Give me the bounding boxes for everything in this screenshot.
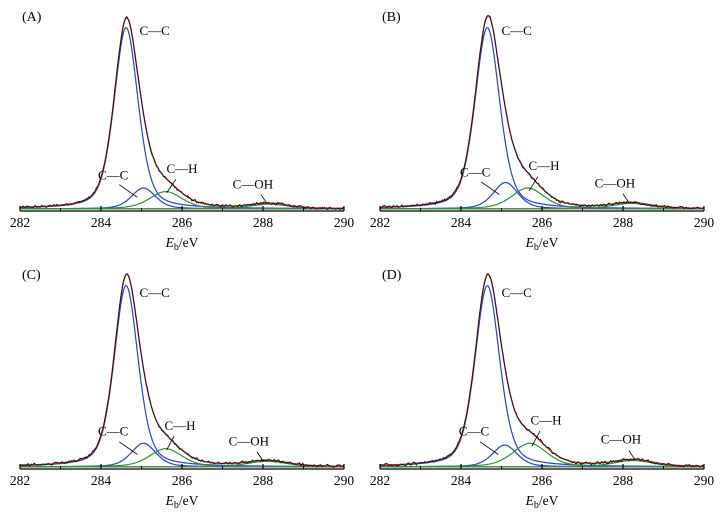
panel-label: (B)	[382, 10, 401, 25]
peak-annotation: C—C	[98, 167, 128, 182]
peak-annotation: C—OH	[601, 431, 641, 446]
annotation-pointer	[481, 181, 500, 195]
peak-annotation: C—H	[528, 158, 559, 173]
panel-b: 282 284 286 288 290 Eb/eV (B) C—C C—C C—H C—OH	[360, 0, 720, 258]
peak-annotation: C—OH	[229, 433, 269, 448]
peak-annotation: C—H	[166, 160, 197, 175]
curve-component-0	[379, 284, 704, 467]
panel-c-chart: 282 284 286 288 290 Eb/eV (C) C—C C—C C—H C—OH	[10, 268, 355, 511]
annotation-pointer	[531, 430, 541, 447]
peak-annotation: C—C	[459, 423, 489, 438]
x-tick-label: 282	[370, 473, 390, 488]
curve-component-0	[379, 26, 704, 209]
x-tick-label: 286	[532, 473, 553, 488]
annotation-pointer	[118, 440, 138, 455]
x-tick-label: 286	[532, 215, 553, 230]
annotation-pointer	[260, 193, 268, 204]
peak-annotation: C—OH	[233, 176, 273, 191]
x-tick-label: 282	[370, 215, 390, 230]
panel-d-chart: 282 284 286 288 290 Eb/eV (D) C—C C—C C—H C—OH	[370, 268, 715, 511]
x-tick-label: 288	[613, 473, 634, 488]
panel-b-chart: 282 284 286 288 290 Eb/eV (B) C—C C—C C—H C—OH	[370, 10, 715, 253]
curve-raw	[19, 272, 345, 468]
curve-envelope	[19, 16, 344, 209]
x-tick-label: 290	[694, 473, 715, 488]
x-axis-label: Eb/eV	[525, 493, 559, 511]
annotation-pointer	[166, 435, 175, 450]
x-tick-label: 286	[172, 473, 193, 488]
x-tick-label: 282	[10, 473, 30, 488]
x-tick-label: 286	[172, 215, 193, 230]
x-tick-label: 290	[694, 215, 715, 230]
x-tick-label: 288	[253, 215, 274, 230]
x-axis-label: Eb/eV	[165, 235, 199, 253]
peak-annotation: C—H	[531, 412, 562, 427]
peak-annotation: C—C	[460, 164, 490, 179]
annotation-pointer	[256, 451, 264, 461]
curve-envelope	[19, 272, 345, 467]
curve-raw	[19, 15, 345, 210]
x-tick-label: 282	[10, 215, 30, 230]
panel-label: (C)	[22, 268, 41, 283]
x-axis-label: Eb/eV	[525, 235, 559, 253]
x-tick-label: 284	[91, 473, 112, 488]
panel-label: (A)	[22, 10, 42, 25]
annotation-pointer	[479, 440, 499, 455]
panel-c: 282 284 286 288 290 Eb/eV (C) C—C C—C C—H C—OH	[0, 258, 360, 516]
annotation-pointer	[166, 178, 177, 193]
peak-annotation: C—OH	[595, 175, 635, 190]
x-tick-label: 288	[613, 215, 634, 230]
curve-raw	[379, 272, 705, 468]
curve-envelope	[379, 273, 705, 467]
annotation-pointer	[622, 193, 630, 203]
x-tick-label: 288	[253, 473, 274, 488]
curve-raw	[379, 14, 705, 210]
peak-annotation: C—C	[502, 23, 532, 38]
curve-envelope	[379, 14, 705, 209]
annotation-pointer	[628, 450, 636, 460]
panel-label: (D)	[382, 268, 402, 283]
peak-annotation: C—C	[502, 284, 532, 299]
peak-annotation: C—C	[98, 423, 128, 438]
x-axis-label: Eb/eV	[165, 493, 199, 511]
peak-annotation: C—C	[139, 284, 169, 299]
annotation-pointer	[118, 183, 138, 198]
panel-d: 282 284 286 288 290 Eb/eV (D) C—C C—C C—H C—OH	[360, 258, 720, 516]
x-tick-label: 284	[451, 473, 472, 488]
x-tick-label: 284	[91, 215, 112, 230]
peak-annotation: C—C	[139, 23, 169, 38]
x-tick-label: 284	[451, 215, 472, 230]
panel-a-chart: 282 284 286 288 290 Eb/eV (A) C—C C—C C—H C—OH	[10, 10, 355, 253]
curve-component-0	[19, 284, 344, 467]
annotation-pointer	[528, 175, 539, 191]
curve-component-0	[19, 26, 344, 209]
x-tick-label: 290	[334, 215, 355, 230]
panel-a: 282 284 286 288 290 Eb/eV (A) C—C C—C C—H C—OH	[0, 0, 360, 258]
peak-annotation: C—H	[164, 418, 195, 433]
x-tick-label: 290	[334, 473, 355, 488]
